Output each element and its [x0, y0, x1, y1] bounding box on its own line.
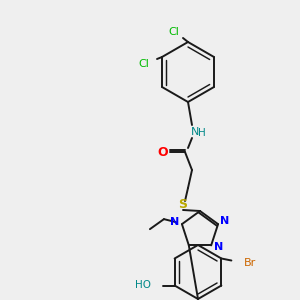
Text: O: O	[158, 146, 168, 158]
Text: Cl: Cl	[169, 27, 179, 37]
Text: S: S	[178, 199, 188, 212]
Text: H: H	[198, 128, 206, 138]
Text: N: N	[170, 217, 180, 227]
Text: HO: HO	[135, 280, 151, 290]
Text: Cl: Cl	[139, 59, 149, 69]
Text: N: N	[220, 216, 230, 226]
Text: N: N	[214, 242, 223, 252]
Text: Br: Br	[243, 259, 256, 269]
Text: N: N	[191, 127, 199, 137]
